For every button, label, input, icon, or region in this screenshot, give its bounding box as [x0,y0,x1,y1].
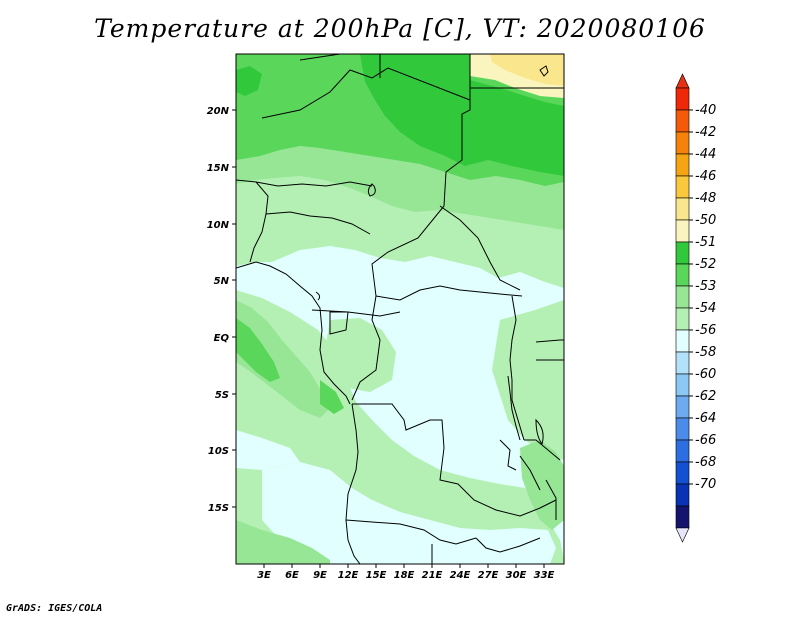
colorbar-swatch [675,109,690,133]
colorbar-label: -51 [695,235,716,250]
lat-label: 10N [207,220,230,231]
colorbar-label: -44 [695,147,716,162]
lat-label: EQ [214,333,230,344]
colorbar-label: -60 [695,367,716,382]
colorbar-bottom-arrow [675,527,690,543]
colorbar-swatch [675,131,690,155]
grads-credit: GrADS: IGES/COLA [6,603,103,614]
colorbar-label: -40 [695,103,716,118]
colorbar-swatch [675,439,690,463]
colorbar-label: -62 [695,389,716,404]
colorbar-swatch [675,175,690,199]
lat-label: 5N [214,276,230,287]
colorbar-label: -54 [695,301,716,316]
colorbar-swatch [675,285,690,309]
lon-label: 33E [534,570,555,581]
colorbar-swatch [675,307,690,331]
lon-label: 24E [450,570,471,581]
colorbar-label: -68 [695,455,716,470]
colorbar-top-arrow [675,73,690,89]
colorbar-swatch [675,395,690,419]
field-dark-green-northwest [236,66,262,96]
lon-label: 18E [394,570,415,581]
field-pale-green-east [492,300,564,460]
colorbar: -40 -42 -44 -46 -48 -50 -51 -52 -53 -54 -56 -58 -60 -… [675,73,716,543]
lon-label: 21E [422,570,443,581]
colorbar-label: -58 [695,345,716,360]
colorbar-label: -46 [695,169,716,184]
field-light-green-east [520,440,564,530]
field-yellow [490,54,564,86]
colorbar-label: -50 [695,213,716,228]
colorbar-label: -56 [695,323,716,338]
colorbar-swatch [675,329,690,353]
colorbar-swatch [675,219,690,243]
colorbar-label: -70 [695,477,716,492]
coastline [236,261,351,405]
field-green-patch [320,380,344,414]
colorbar-swatch [675,241,690,265]
lon-label: 3E [257,570,271,581]
field-cyan-south-2 [236,430,300,470]
lon-label: 6E [285,570,299,581]
colorbar-swatch [675,505,690,529]
field-cyan-south [262,462,556,564]
colorbar-label: -48 [695,191,716,206]
colorbar-swatch [675,87,690,111]
field-green-west-coast [236,318,280,382]
colorbar-swatch [675,197,690,221]
colorbar-swatch [675,351,690,375]
colorbar-swatch [675,461,690,485]
map-title: Temperature at 200hPa [C], VT: 202008010… [94,14,706,43]
colorbar-label: -64 [695,411,716,426]
lat-label: 10S [208,446,229,457]
colorbar-swatch [675,373,690,397]
lon-label: 12E [338,570,359,581]
lat-label: 20N [207,106,230,117]
lat-label: 15N [207,163,230,174]
lon-label: 27E [478,570,499,581]
map-frame [235,53,565,565]
colorbar-swatch [675,483,690,507]
lon-label: 30E [506,570,527,581]
field-light-green-west [236,300,330,418]
colorbar-label: -52 [695,257,716,272]
colorbar-swatch [675,417,690,441]
lat-label: 15S [208,503,229,514]
temperature-field [236,54,564,564]
water-bodies [315,65,549,491]
field-light-green-southwest [236,520,330,564]
colorbar-label: -53 [695,279,716,294]
lat-axis: 20N 15N 10N 5N EQ 5S 10S 15S [207,106,236,514]
lon-axis: 3E 6E 9E 12E 15E 18E 21E 24E 27E 30E 33E [257,564,555,581]
colorbar-swatch [675,153,690,177]
lon-label: 15E [366,570,387,581]
colorbar-label: -66 [695,433,716,448]
colorbar-swatch [675,263,690,287]
country-borders [236,54,564,564]
lat-label: 5S [215,390,229,401]
lon-label: 9E [313,570,327,581]
colorbar-label: -42 [695,125,716,140]
